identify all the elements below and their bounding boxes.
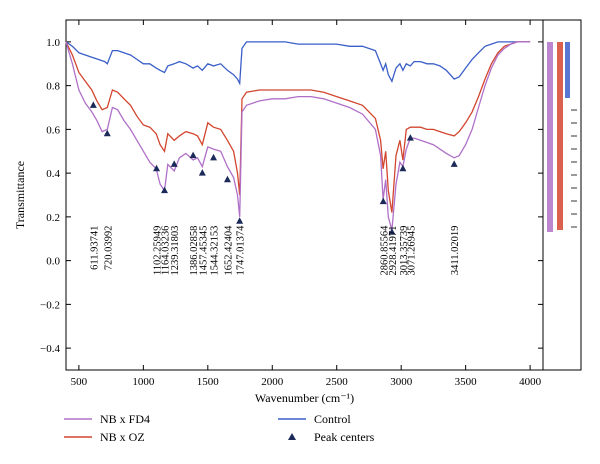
peak-label: 1386.02858 (189, 226, 200, 276)
peak-center-marker (160, 186, 168, 194)
peak-centers-layer (89, 101, 458, 235)
legend-swatch (288, 433, 296, 440)
peak-center-marker (388, 228, 396, 235)
series-line-control (65, 41, 531, 86)
peak-labels-layer: 611.93741 720.03992 1102.259491164.0323612… (89, 225, 461, 276)
legend-label: NB x FD4 (100, 412, 150, 426)
y-tick-label: 1.0 (46, 37, 60, 49)
x-tick-label: 1000 (132, 376, 155, 388)
y-tick-label: 0.2 (46, 212, 60, 224)
y-tick-label: −0.2 (40, 299, 60, 311)
peak-label: 1239.31803 (170, 226, 181, 276)
side-strip-column (547, 42, 553, 232)
side-strip-column (557, 42, 563, 230)
peak-center-marker (89, 101, 97, 108)
series-line-nb-x-oz (65, 41, 531, 213)
x-tick-label: 1500 (197, 376, 220, 388)
peak-center-marker (189, 151, 197, 159)
peak-center-marker (103, 129, 111, 137)
peak-label: 1164.03236 (161, 226, 172, 276)
peak-center-marker (170, 160, 178, 167)
x-tick-label: 3000 (390, 376, 413, 388)
peak-label: 3411.02019 (450, 226, 461, 276)
peak-center-marker (379, 197, 387, 205)
peak-label: 1747.01374 (236, 225, 247, 276)
x-tick-label: 2000 (261, 376, 284, 388)
series-layer (65, 41, 531, 231)
peak-label: 1652.42404 (224, 225, 235, 276)
legend: NB x FD4 Control NB x OZ Peak centers (64, 412, 375, 444)
peak-label: 2860.85564 (379, 225, 390, 276)
peak-label: 2928.41971 (388, 226, 399, 276)
peak-center-marker (406, 134, 414, 141)
peak-center-marker (153, 164, 161, 172)
x-tick-label: 500 (71, 376, 88, 388)
x-tick-label: 4000 (519, 376, 542, 388)
peak-label: 1544.32153 (210, 226, 221, 276)
plot-frame (65, 19, 544, 371)
peak-center-marker (236, 217, 244, 224)
y-tick-label: 0.6 (46, 124, 60, 136)
peak-label: 611.93741 (89, 226, 100, 270)
peak-center-marker (399, 164, 407, 172)
peak-label: 3071.26945 (406, 226, 417, 276)
x-axis-label: Wavenumber (cm⁻¹) (255, 391, 354, 405)
x-tick-label: 3500 (455, 376, 478, 388)
y-tick-label: 0.8 (46, 81, 60, 93)
plot-area: −0.4 −0.2 0.0 0.2 0.4 0.6 0.8 1.0 500 1000 1500 20… (40, 19, 544, 388)
side-strip-column (565, 42, 570, 98)
x-axis-ticks: 500 1000 1500 2000 2500 3000 3500 4000 (71, 20, 542, 388)
series-line-nb-x-fd4 (65, 41, 531, 231)
peak-center-marker (198, 169, 206, 176)
legend-label: NB x OZ (100, 430, 145, 444)
y-tick-label: −0.4 (40, 343, 60, 355)
peak-label: 720.03992 (103, 226, 114, 271)
peak-center-marker (223, 175, 231, 183)
y-tick-label: 0.4 (46, 168, 60, 180)
peak-label: 3013.35739 (399, 226, 410, 276)
peak-center-marker (210, 153, 218, 161)
peak-center-marker (450, 160, 458, 167)
peak-label: 1457.45345 (198, 226, 209, 276)
y-axis-label: Transmittance (13, 161, 27, 229)
side-strip-frame (542, 19, 582, 371)
side-strip-panel (542, 19, 582, 371)
legend-label: Peak centers (314, 430, 375, 444)
peak-label: 1102.25949 (153, 226, 164, 276)
y-axis-ticks: −0.4 −0.2 0.0 0.2 0.4 0.6 0.8 1.0 (40, 37, 543, 355)
x-tick-label: 2500 (326, 376, 349, 388)
y-tick-label: 0.0 (46, 256, 60, 268)
legend-label: Control (314, 412, 351, 426)
